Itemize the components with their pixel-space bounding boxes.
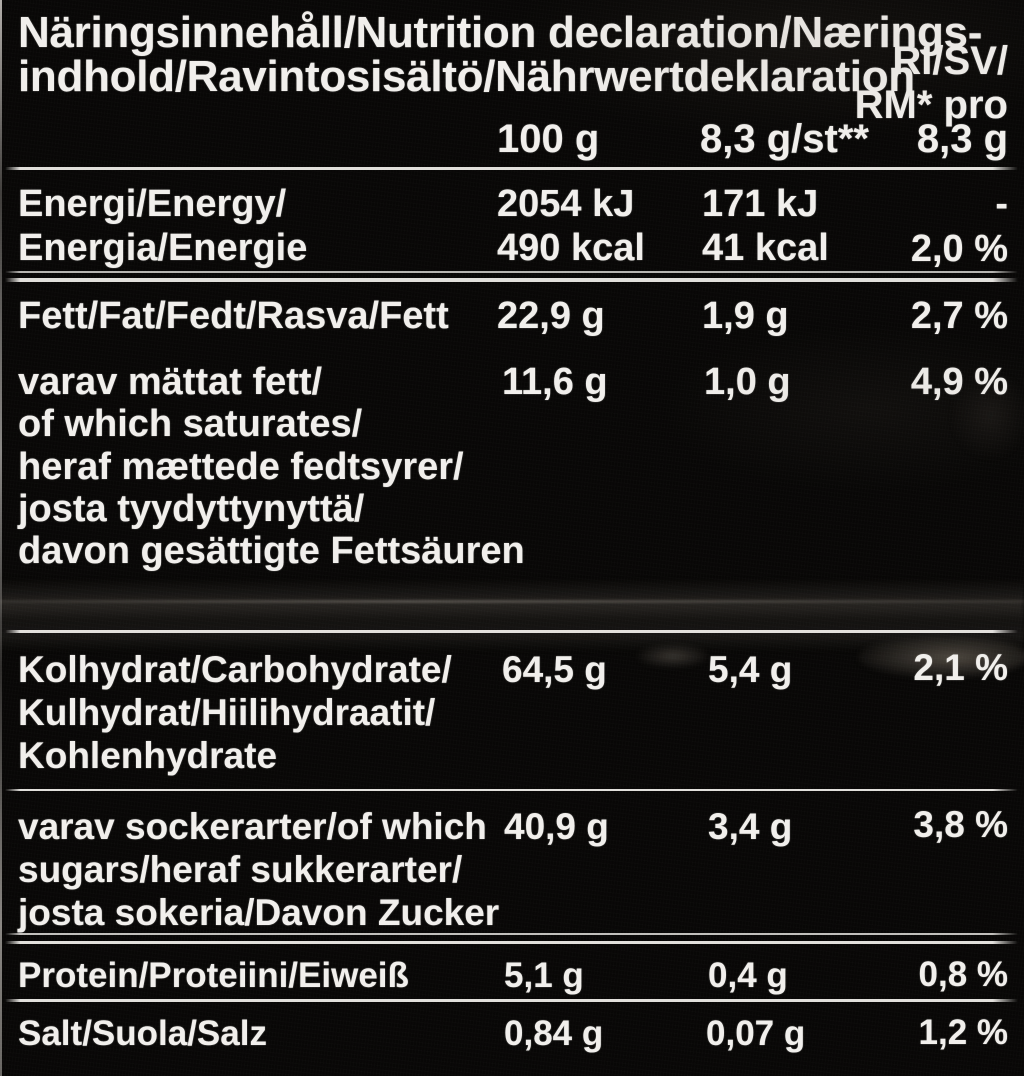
row-protein-ri: 0,8 % <box>918 955 1009 994</box>
row-sugars-per100: 40,9 g <box>504 806 609 847</box>
row-salt-per100: 0,84 g <box>504 1014 604 1053</box>
rule-above-sugars <box>5 789 1018 791</box>
rule-above-protein <box>5 941 1018 944</box>
row-saturates-ri: 4,9 % <box>910 361 1008 403</box>
column-header-per100: 100 g <box>497 117 600 161</box>
row-energy-label-line1: Energi/Energy/ <box>18 183 287 225</box>
row-sugars-portion: 3,4 g <box>708 806 793 847</box>
rule-energy-thin <box>5 271 1018 273</box>
row-salt-portion: 0,07 g <box>706 1014 806 1053</box>
header-ri-line2: RM* pro <box>854 83 1008 127</box>
row-energy-per100-kj: 2054 kJ <box>497 183 635 225</box>
header-ri-line1: RI/SV/ <box>892 39 1008 83</box>
row-fat-per100: 22,9 g <box>497 295 605 337</box>
header-title-line2: indhold/Ravintosisältö/Nährwertdeklarati… <box>18 52 915 101</box>
row-fat-portion: 1,9 g <box>702 295 789 337</box>
row-saturates-label-line5: davon gesättigte Fettsäuren <box>18 530 525 572</box>
row-saturates-label-line4: josta tyydyttynyttä/ <box>18 488 365 530</box>
row-energy-ri-percent: 2,0 % <box>910 228 1008 270</box>
row-sugars-label-line2: sugars/heraf sukkerarter/ <box>18 849 463 890</box>
row-sugars-label-line3: josta sokeria/Davon Zucker <box>18 892 500 933</box>
row-saturates-portion: 1,0 g <box>704 361 791 403</box>
package-crease <box>0 578 1024 652</box>
row-energy-per100-kcal: 490 kcal <box>497 227 645 269</box>
row-saturates-label-line3: heraf mættede fedtsyrer/ <box>18 446 464 488</box>
row-energy-ri-dash: - <box>995 183 1008 225</box>
row-sugars-ri: 3,8 % <box>913 804 1008 845</box>
glare-smear <box>858 636 1024 678</box>
column-header-ri: 8,3 g <box>916 117 1008 161</box>
row-energy-label-line2: Energia/Energie <box>18 227 308 269</box>
header-title-line1: Näringsinnehåll/Nutrition declaration/Næ… <box>18 8 983 57</box>
row-energy-portion-kcal: 41 kcal <box>702 227 829 269</box>
row-salt-ri: 1,2 % <box>918 1013 1009 1052</box>
row-carbohydrate-per100: 64,5 g <box>502 649 607 690</box>
row-protein-per100: 5,1 g <box>504 956 584 995</box>
rule-energy <box>5 278 1018 282</box>
package-edge-highlight <box>0 0 2 1076</box>
column-header-portion: 8,3 g/st** <box>700 117 869 161</box>
row-carbohydrate-label-line3: Kohlenhydrate <box>18 735 278 776</box>
row-salt-label: Salt/Suola/Salz <box>18 1014 267 1053</box>
row-carbohydrate-ri: 2,1 % <box>913 647 1008 688</box>
row-carbohydrate-label-line2: Kulhydrat/Hiilihydraatit/ <box>18 692 436 733</box>
row-carbohydrate-portion: 5,4 g <box>708 649 793 690</box>
row-sugars-label-line1: varav sockerarter/of which <box>18 806 487 847</box>
glare-smear <box>950 370 1024 460</box>
rule-below-header <box>5 167 1018 170</box>
row-protein-portion: 0,4 g <box>708 956 788 995</box>
rule-above-protein-thin <box>5 933 1018 935</box>
row-saturates-label-line2: of which saturates/ <box>18 403 363 445</box>
rule-above-salt <box>5 999 1018 1002</box>
rule-above-carbohydrate <box>5 630 1018 633</box>
row-protein-label: Protein/Proteiini/Eiweiß <box>18 956 409 995</box>
package-crease-highlight <box>0 600 1024 603</box>
row-saturates-per100: 11,6 g <box>502 361 608 403</box>
row-fat-label: Fett/Fat/Fedt/Rasva/Fett <box>18 295 449 337</box>
row-saturates-label-line1: varav mättat fett/ <box>18 361 323 403</box>
row-fat-ri: 2,7 % <box>910 295 1008 337</box>
row-carbohydrate-label-line1: Kolhydrat/Carbohydrate/ <box>18 649 452 690</box>
row-energy-portion-kj: 171 kJ <box>702 183 819 225</box>
glare-smear <box>636 644 710 668</box>
